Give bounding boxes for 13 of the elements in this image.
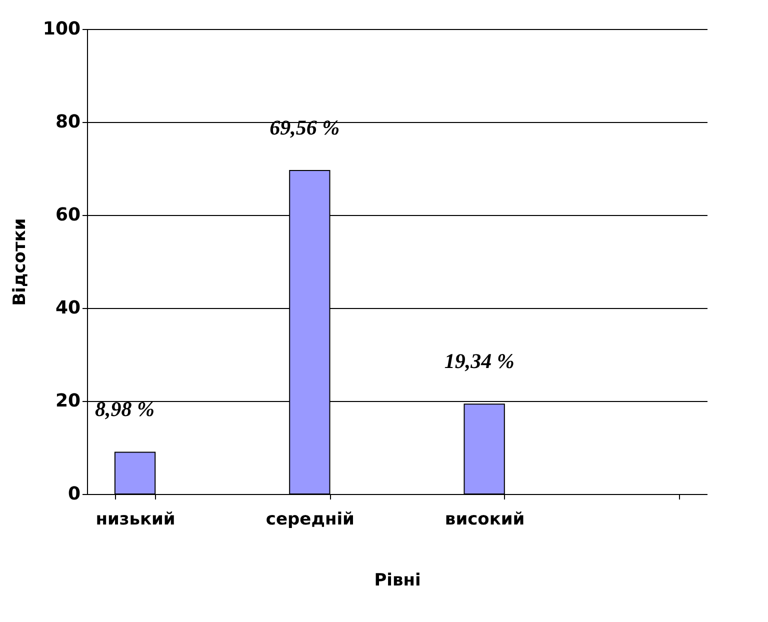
y-axis-title: Відсотки	[10, 218, 30, 306]
x-tick-label: середній	[266, 510, 354, 530]
y-tick-label: 100	[42, 18, 80, 40]
data-label: 8,98 %	[95, 397, 155, 422]
x-tick-label: високий	[444, 510, 525, 530]
y-tick-label: 80	[55, 112, 80, 132]
y-tick-label: 0	[68, 484, 80, 504]
x-axis-title: Рівні	[374, 570, 421, 590]
y-tick-label: 20	[55, 390, 80, 412]
y-tick-label: 40	[55, 298, 80, 318]
data-label: 19,34 %	[444, 349, 514, 374]
x-tick-label: низький	[96, 510, 176, 530]
y-tick-label: 60	[55, 204, 80, 226]
